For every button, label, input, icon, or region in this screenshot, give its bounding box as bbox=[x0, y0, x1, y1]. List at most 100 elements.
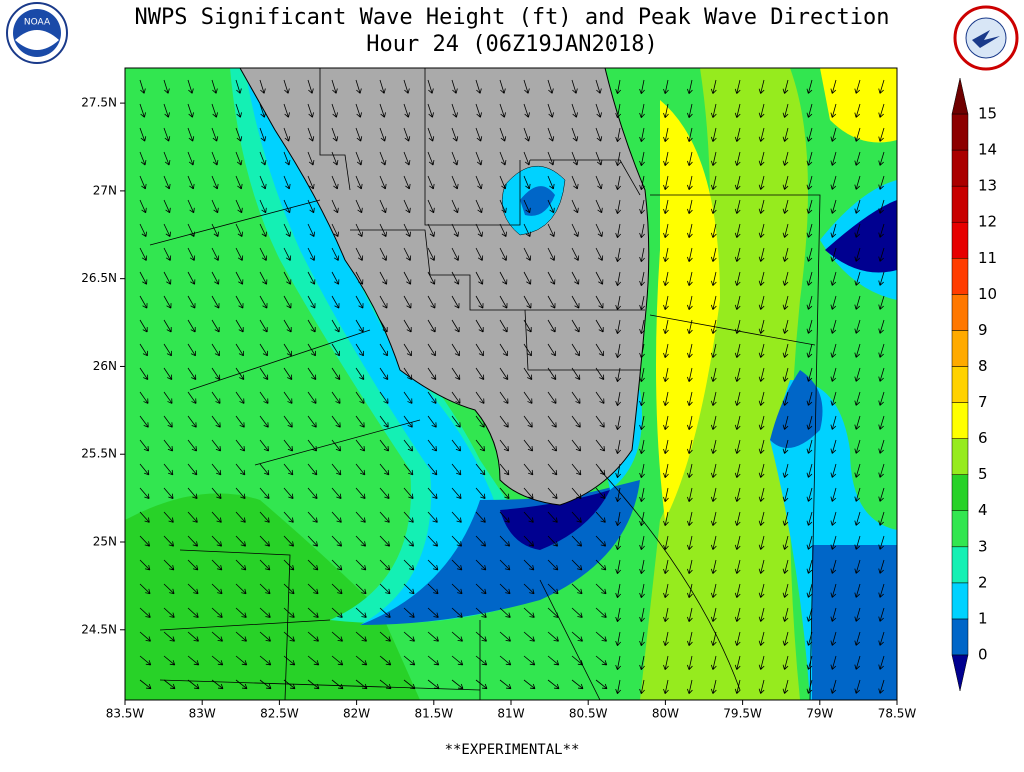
direction-arrow bbox=[663, 319, 669, 334]
direction-arrow bbox=[307, 583, 319, 595]
direction-arrow bbox=[139, 631, 151, 642]
direction-arrow bbox=[259, 175, 267, 190]
direction-arrow bbox=[331, 103, 338, 118]
direction-arrow bbox=[710, 271, 717, 286]
direction-arrow bbox=[331, 151, 339, 166]
direction-arrow bbox=[710, 127, 717, 142]
direction-arrow bbox=[379, 631, 391, 642]
direction-arrow bbox=[211, 679, 224, 690]
direction-arrow bbox=[499, 343, 508, 357]
colorbar-label: 1 bbox=[978, 609, 988, 627]
direction-arrow bbox=[663, 151, 669, 166]
direction-arrow bbox=[211, 367, 221, 381]
direction-arrow bbox=[639, 511, 645, 526]
direction-arrow bbox=[259, 199, 267, 214]
direction-arrow bbox=[427, 103, 434, 118]
direction-arrow bbox=[475, 607, 487, 618]
direction-arrow bbox=[499, 487, 510, 500]
direction-arrow bbox=[547, 151, 555, 166]
direction-arrow bbox=[806, 151, 813, 166]
direction-arrow bbox=[163, 415, 173, 428]
direction-arrow bbox=[782, 367, 789, 382]
direction-arrow bbox=[235, 343, 244, 357]
direction-arrow bbox=[663, 679, 669, 694]
direction-arrow bbox=[710, 319, 717, 334]
direction-arrow bbox=[782, 511, 789, 526]
direction-arrow bbox=[187, 319, 196, 333]
direction-arrow bbox=[710, 391, 717, 406]
direction-arrow bbox=[639, 559, 645, 574]
direction-arrow bbox=[806, 103, 813, 118]
y-tick-label: 27.5N bbox=[81, 96, 117, 110]
direction-arrow bbox=[687, 319, 693, 334]
direction-arrow bbox=[854, 631, 861, 646]
direction-arrow bbox=[355, 511, 366, 523]
colorbar-label: 13 bbox=[978, 177, 997, 195]
direction-arrow bbox=[663, 271, 669, 286]
direction-arrow bbox=[595, 295, 604, 309]
direction-arrow bbox=[307, 391, 317, 404]
direction-arrow bbox=[571, 583, 583, 595]
direction-arrow bbox=[427, 655, 440, 666]
direction-arrow bbox=[331, 175, 339, 190]
direction-arrow bbox=[595, 247, 604, 261]
direction-arrow bbox=[403, 631, 415, 642]
direction-arrow bbox=[475, 391, 485, 404]
direction-arrow bbox=[403, 655, 416, 666]
direction-arrow bbox=[379, 247, 388, 261]
direction-arrow bbox=[475, 415, 485, 428]
direction-arrow bbox=[571, 223, 579, 237]
direction-arrow bbox=[595, 487, 606, 500]
direction-arrow bbox=[139, 199, 147, 214]
direction-arrow bbox=[806, 223, 813, 238]
direction-arrow bbox=[663, 367, 669, 382]
direction-arrow bbox=[379, 127, 387, 142]
direction-arrow bbox=[235, 391, 245, 404]
direction-arrow bbox=[355, 655, 368, 666]
direction-arrow bbox=[259, 103, 266, 118]
direction-arrow bbox=[451, 679, 464, 690]
direction-arrow bbox=[211, 271, 220, 285]
direction-arrow bbox=[259, 151, 267, 166]
direction-arrow bbox=[499, 391, 509, 404]
direction-arrow bbox=[523, 487, 534, 500]
direction-arrow bbox=[782, 343, 789, 358]
direction-arrow bbox=[523, 439, 533, 452]
direction-arrow bbox=[235, 367, 245, 381]
direction-arrow bbox=[283, 319, 292, 333]
direction-arrow bbox=[475, 295, 484, 309]
direction-arrow bbox=[571, 367, 581, 381]
direction-arrow bbox=[379, 151, 387, 166]
direction-arrow bbox=[259, 679, 272, 690]
colorbar-segment bbox=[951, 149, 969, 187]
direction-arrow bbox=[163, 199, 171, 214]
direction-arrow bbox=[830, 607, 837, 622]
direction-arrow bbox=[259, 79, 266, 94]
direction-arrow bbox=[782, 559, 789, 574]
direction-arrow bbox=[782, 223, 789, 238]
colorbar-label: 3 bbox=[978, 537, 988, 555]
direction-arrow bbox=[878, 367, 885, 382]
y-tick-label: 24.5N bbox=[81, 622, 117, 636]
direction-arrow bbox=[211, 151, 219, 166]
colorbar-segment bbox=[951, 330, 969, 367]
direction-arrow bbox=[595, 439, 605, 452]
svg-text:NOAA: NOAA bbox=[24, 18, 51, 28]
direction-arrow bbox=[403, 343, 412, 357]
colorbar-label: 5 bbox=[978, 465, 988, 483]
direction-arrow bbox=[595, 655, 608, 666]
y-tick-label: 26N bbox=[93, 359, 117, 373]
direction-arrow bbox=[663, 103, 669, 118]
direction-arrow bbox=[547, 343, 556, 357]
direction-arrow bbox=[523, 391, 533, 404]
colorbar-under bbox=[951, 654, 969, 692]
direction-arrow bbox=[355, 79, 362, 94]
direction-arrow bbox=[331, 271, 340, 285]
direction-arrow bbox=[595, 271, 604, 285]
direction-arrow bbox=[734, 79, 741, 94]
direction-arrow bbox=[331, 463, 342, 476]
direction-arrow bbox=[854, 103, 861, 118]
direction-arrow bbox=[830, 367, 837, 382]
direction-arrow bbox=[259, 487, 270, 500]
direction-arrow bbox=[663, 247, 669, 262]
